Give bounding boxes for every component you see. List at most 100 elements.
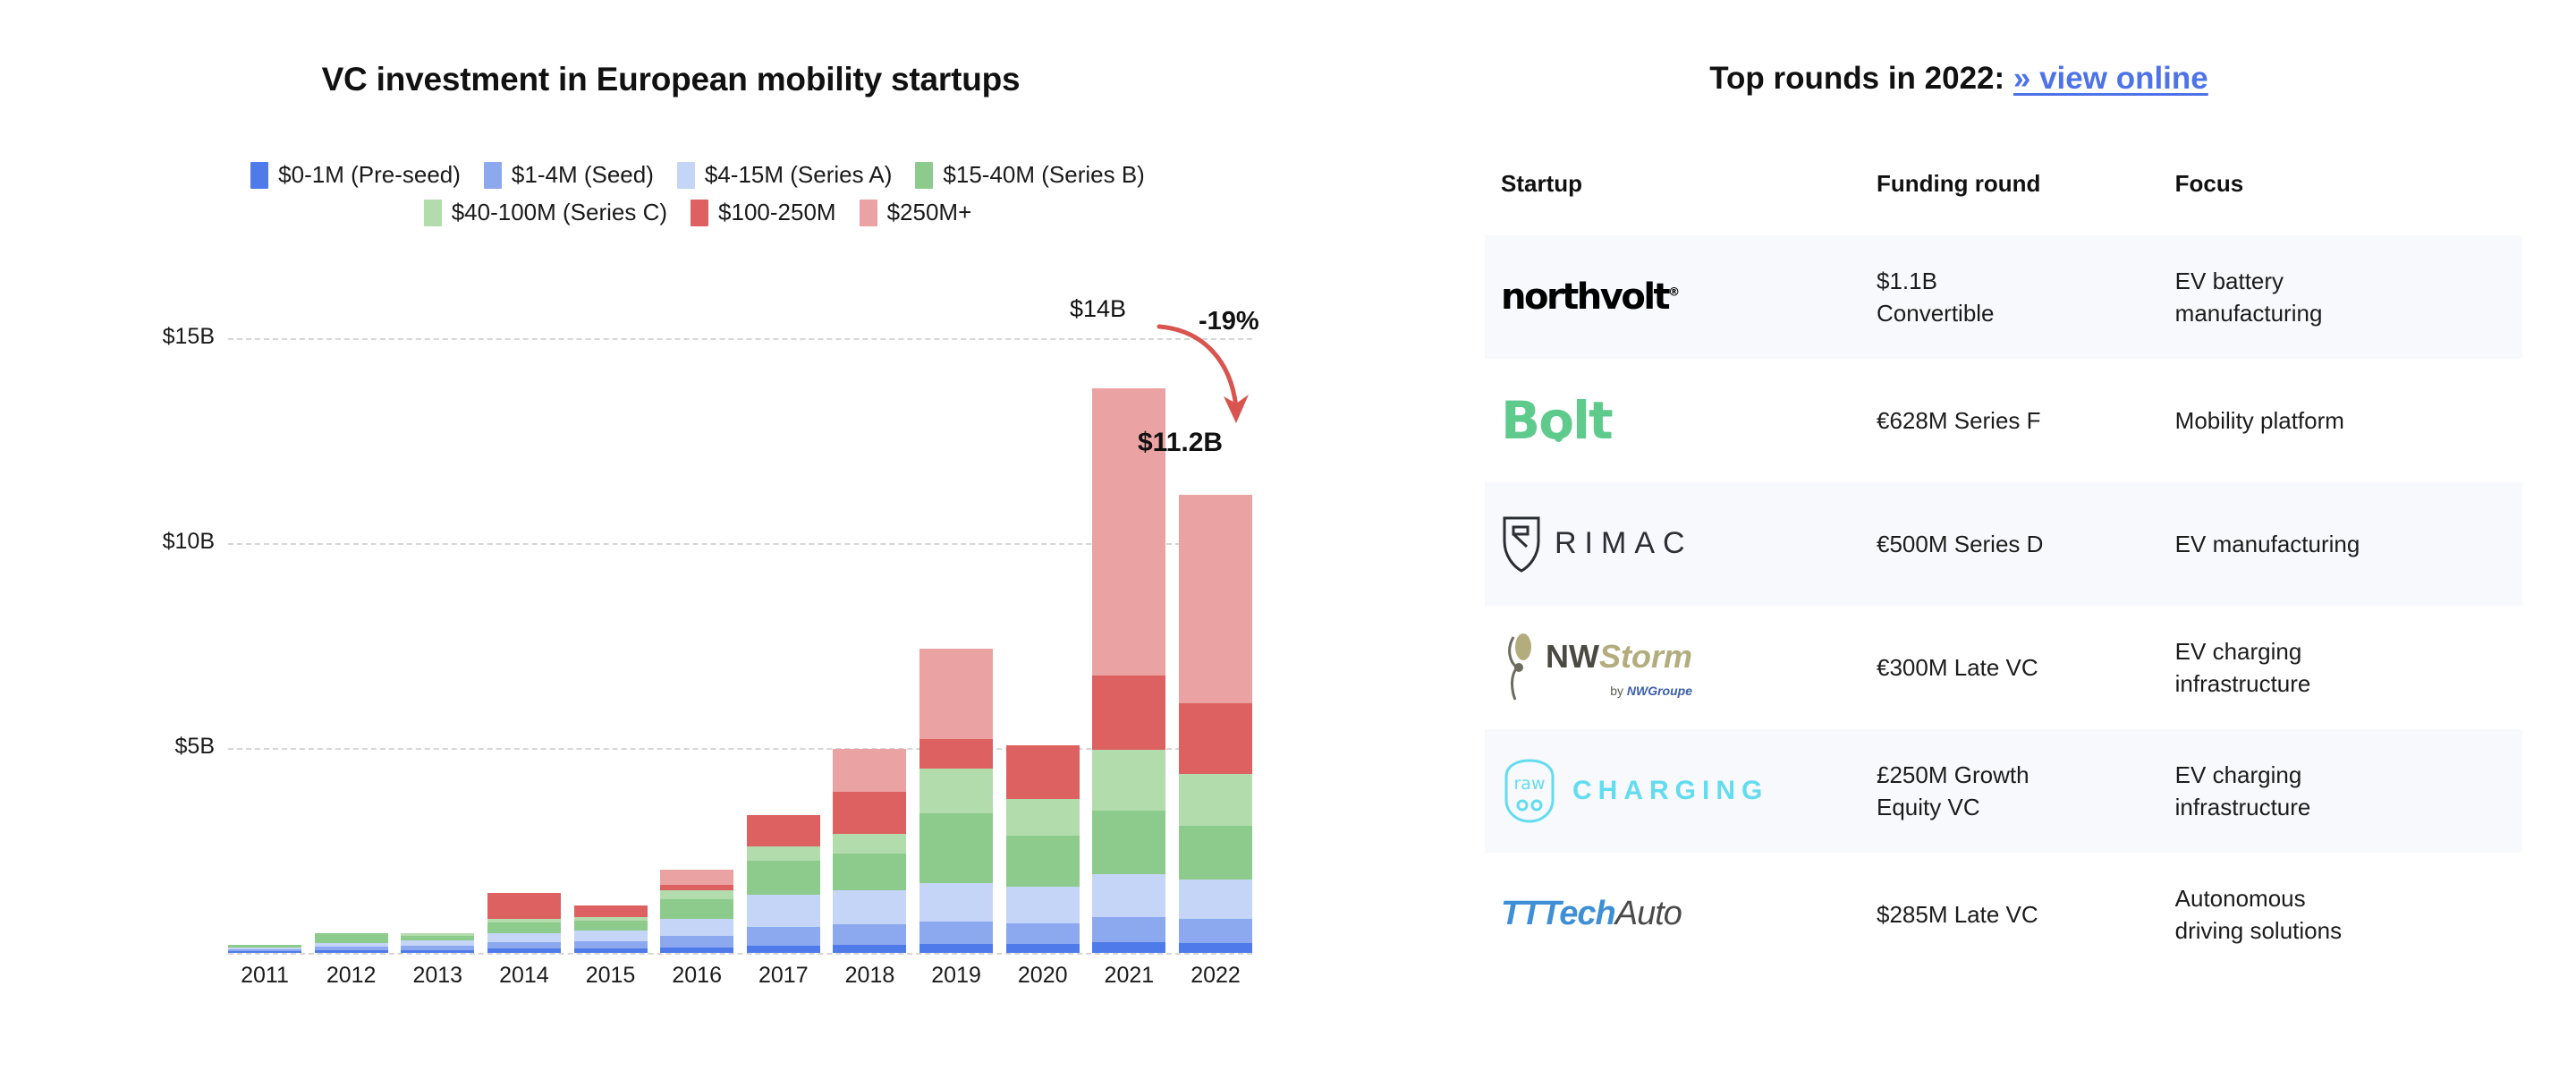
- bar-segment: [833, 791, 907, 835]
- chart-legend: $0-1M (Pre-seed) $1-4M (Seed) $4-15M (Seri…: [107, 161, 1288, 236]
- bar-segment: [401, 940, 475, 947]
- x-axis-tick-label: 2011: [241, 963, 289, 988]
- cell-startup-logo: raw CHARGING: [1485, 729, 1871, 853]
- bar-segment: [919, 648, 994, 739]
- cell-focus: EV charging infrastructure: [2174, 761, 2311, 820]
- chart-panel: VC investment in European mobility start…: [107, 61, 1288, 988]
- bar-segment: [487, 942, 561, 949]
- chart-bar[interactable]: [1179, 494, 1252, 953]
- legend-item[interactable]: $40-100M (Series C): [423, 199, 668, 226]
- cell-focus: EV battery manufacturing: [2174, 267, 2323, 327]
- chart-bar[interactable]: [487, 893, 561, 953]
- bar-segment: [1092, 942, 1166, 953]
- bar-segment: [660, 869, 734, 885]
- table-row[interactable]: NWStorm by NWGroupe €300M Late VC EV chargi…: [1485, 606, 2522, 729]
- bar-segment: [1179, 880, 1252, 920]
- nwstorm-figure-icon: [1508, 633, 1531, 701]
- table-row[interactable]: TTTechAuto $285M Late VC Autonomous drivin…: [1485, 853, 2522, 976]
- bar-segment: [746, 895, 820, 928]
- bar-segment: [228, 948, 301, 952]
- y-axis-tick-label: $10B: [162, 528, 215, 554]
- bar-segment: [228, 948, 301, 949]
- bar-segment: [1005, 887, 1080, 923]
- bar-segment: [833, 944, 907, 953]
- table-row[interactable]: RIMAC €500M Series D EV manufacturing: [1485, 482, 2522, 606]
- bar-segment: [746, 814, 820, 847]
- bar-segment: [1005, 922, 1080, 945]
- cell-funding-round: $1.1B Convertible: [1877, 267, 1995, 327]
- bar-segment: [1179, 919, 1252, 943]
- bar-segment: [228, 945, 301, 948]
- bar-segment: [919, 943, 994, 953]
- bar-segment: [314, 942, 388, 948]
- legend-item[interactable]: $1-4M (Seed): [483, 161, 654, 189]
- cell-funding-round: €628M Series F: [1877, 406, 2041, 434]
- bar-segment: [573, 948, 648, 953]
- legend-label: $100-250M: [718, 199, 836, 225]
- chart-bar[interactable]: [833, 748, 907, 953]
- legend-item[interactable]: $0-1M (Pre-seed): [250, 161, 461, 189]
- chart-bar[interactable]: [573, 905, 648, 953]
- bar-segment: [660, 936, 734, 948]
- axis-baseline: [228, 953, 1252, 955]
- bar-segment: [401, 949, 475, 953]
- chart-bar[interactable]: [401, 933, 475, 953]
- top-rounds-panel: Top rounds in 2022: » view online Startu…: [1342, 0, 2576, 1088]
- gridline: [228, 542, 1252, 545]
- bar-segment: [1179, 703, 1252, 775]
- column-header-startup: Startup: [1501, 170, 1582, 197]
- bar-segment: [746, 860, 820, 896]
- legend-swatch-icon: [250, 161, 269, 189]
- bar-segment: [228, 951, 301, 953]
- view-online-link[interactable]: » view online: [2012, 61, 2208, 96]
- bar-segment: [746, 846, 820, 861]
- legend-item[interactable]: $15-40M (Series B): [915, 161, 1145, 189]
- table-row[interactable]: Bo lt €628M Series F Mobility platform: [1485, 359, 2522, 482]
- cell-startup-logo: NWStorm by NWGroupe: [1485, 606, 1871, 729]
- bar-segment: [660, 884, 734, 890]
- bar-segment: [401, 946, 475, 950]
- chart-bar[interactable]: [1092, 388, 1166, 953]
- x-axis-tick-label: 2019: [931, 963, 981, 988]
- rimac-shield-icon: [1503, 516, 1540, 573]
- x-axis-tick-label: 2013: [412, 963, 463, 988]
- cell-focus: EV charging infrastructure: [2174, 637, 2311, 697]
- chart-bar[interactable]: [314, 933, 388, 953]
- chart-bar[interactable]: [919, 648, 994, 953]
- bar-segment: [1179, 943, 1252, 953]
- chart-bar[interactable]: [660, 869, 734, 953]
- rimac-logo: RIMAC: [1501, 514, 1693, 574]
- cell-focus: Autonomous driving solutions: [2174, 884, 2343, 944]
- legend-item[interactable]: $250M+: [859, 199, 971, 226]
- legend-swatch-icon: [691, 199, 709, 226]
- bar-segment: [1005, 798, 1080, 836]
- table-header-row: Startup Funding round Focus: [1485, 170, 2522, 235]
- page-title: VC investment in European mobility start…: [321, 61, 1021, 98]
- table-row[interactable]: raw CHARGING £250M Growth Equity VC EV char…: [1485, 729, 2522, 853]
- bar-segment: [573, 931, 648, 941]
- legend-item[interactable]: $4-15M (Series A): [676, 161, 892, 189]
- legend-item[interactable]: $100-250M: [691, 199, 836, 226]
- bar-segment: [833, 748, 907, 792]
- bar-segment: [919, 768, 994, 814]
- x-axis-tick-label: 2015: [585, 963, 636, 988]
- legend-label: $40-100M (Series C): [451, 199, 668, 225]
- x-axis-tick-label: 2022: [1191, 963, 1241, 988]
- chart-bar[interactable]: [1005, 745, 1080, 953]
- bar-segment: [833, 923, 907, 945]
- bar-segment: [1092, 676, 1166, 750]
- cell-funding-round: €500M Series D: [1877, 530, 2044, 557]
- bar-segment: [919, 883, 994, 922]
- nwstorm-logo: NWStorm by NWGroupe: [1501, 632, 1692, 703]
- decline-arrow-icon: [1157, 324, 1249, 423]
- x-axis-tick-label: 2021: [1104, 963, 1155, 988]
- bar-segment: [833, 834, 907, 854]
- chart-bar[interactable]: [228, 945, 301, 953]
- legend-label: $0-1M (Pre-seed): [278, 161, 461, 188]
- bar-segment: [573, 905, 648, 917]
- table-row[interactable]: northvolt® $1.1B Convertible EV battery ma…: [1485, 235, 2522, 359]
- chart-bar[interactable]: [746, 814, 820, 953]
- x-axis-tick-label: 2016: [672, 963, 722, 988]
- raw-charging-logo: raw CHARGING: [1501, 757, 1768, 825]
- column-header-round: Funding round: [1877, 170, 2041, 197]
